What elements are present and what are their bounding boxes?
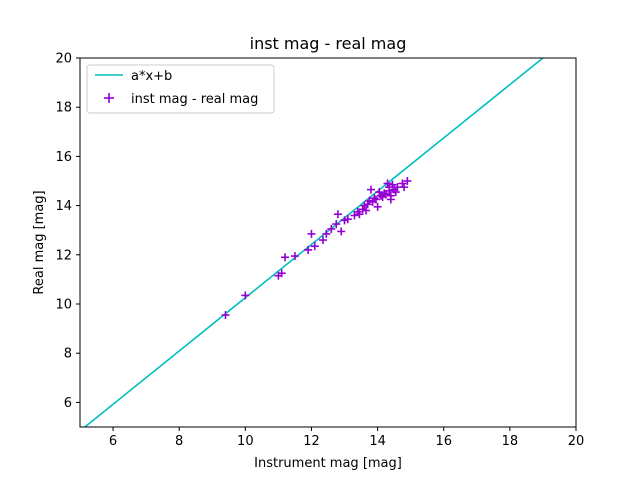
- data-point: [343, 215, 352, 224]
- x-axis-label: Instrument mag [mag]: [254, 456, 402, 471]
- data-point: [241, 291, 250, 300]
- y-tick-label: 10: [55, 298, 72, 313]
- x-tick-label: 16: [435, 434, 452, 449]
- data-point: [362, 206, 371, 215]
- y-axis-label: Real mag [mag]: [32, 190, 47, 294]
- y-tick-label: 16: [55, 150, 72, 165]
- chart-title: inst mag - real mag: [250, 34, 407, 53]
- legend-entry-scatter: inst mag - real mag: [131, 92, 258, 107]
- data-point: [386, 195, 395, 204]
- fit-line: [83, 58, 544, 427]
- data-point: [290, 252, 299, 261]
- data-point: [333, 210, 342, 219]
- data-point: [355, 210, 364, 219]
- data-point: [363, 200, 372, 209]
- data-point: [310, 242, 319, 251]
- data-point: [398, 179, 407, 188]
- data-point: [332, 220, 341, 229]
- x-tick-label: 14: [369, 434, 386, 449]
- data-point: [307, 229, 316, 238]
- data-point: [371, 195, 380, 204]
- data-point: [385, 183, 394, 192]
- data-point: [373, 202, 382, 211]
- data-point: [400, 183, 409, 192]
- x-tick-label: 12: [303, 434, 320, 449]
- x-tick-label: 18: [502, 434, 519, 449]
- y-tick-label: 18: [55, 101, 72, 116]
- data-point: [221, 311, 230, 320]
- data-point: [380, 189, 389, 198]
- data-point: [391, 188, 400, 197]
- data-point: [319, 236, 328, 245]
- legend: a*x+b inst mag - real mag: [86, 64, 275, 114]
- data-point: [277, 269, 286, 278]
- x-tick-label: 6: [109, 434, 117, 449]
- data-point: [327, 224, 336, 233]
- y-tick-label: 12: [55, 248, 72, 263]
- data-point: [403, 177, 412, 185]
- y-tick-label: 6: [64, 396, 72, 411]
- y-tick-label: 20: [55, 52, 72, 67]
- data-point: [383, 179, 392, 188]
- data-point: [366, 185, 375, 194]
- legend-box: [86, 64, 275, 114]
- plot-area: [83, 58, 544, 427]
- y-tick-label: 8: [64, 347, 72, 362]
- x-axis: 6 8 10 12 14 16 18 20: [109, 427, 584, 449]
- data-point: [281, 253, 290, 262]
- data-point: [370, 194, 379, 203]
- data-point: [304, 245, 313, 254]
- x-tick-label: 8: [175, 434, 183, 449]
- data-point: [375, 188, 384, 197]
- y-axis: 6 8 10 12 14 16 18 20: [55, 52, 80, 411]
- x-tick-label: 20: [568, 434, 585, 449]
- x-tick-label: 10: [237, 434, 254, 449]
- data-point: [322, 229, 331, 238]
- y-tick-label: 14: [55, 199, 72, 214]
- legend-entry-line: a*x+b: [131, 69, 172, 84]
- data-point: [337, 227, 346, 236]
- legend-marker-swatch: [104, 93, 114, 103]
- plot-frame: [79, 57, 577, 428]
